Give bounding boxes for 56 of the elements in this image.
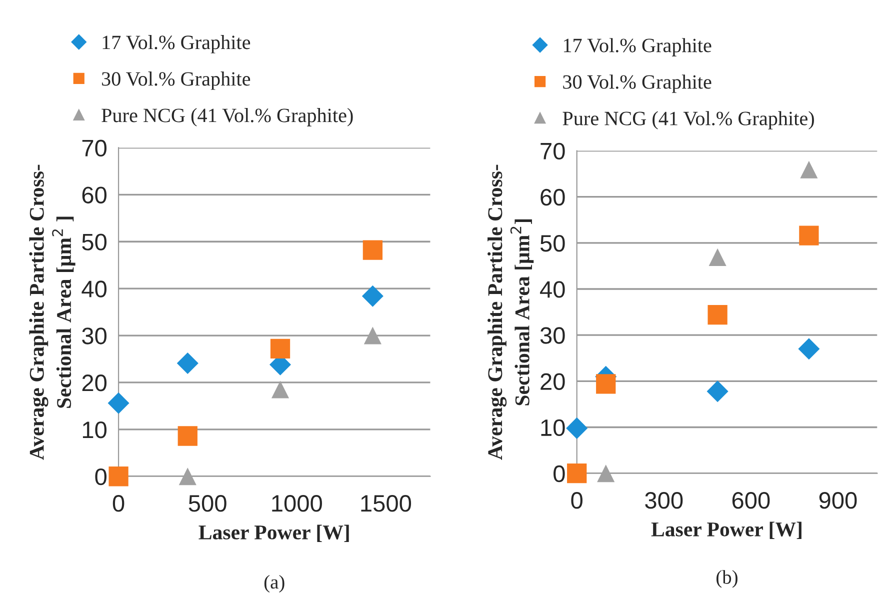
point: [364, 326, 382, 344]
legend-label: 30 Vol.% Graphite: [102, 72, 250, 90]
y-tick-label: 40: [540, 281, 565, 298]
point: [178, 468, 196, 486]
y-tick-label: 20: [540, 373, 565, 390]
point: [800, 160, 818, 178]
legend-label: 17 Vol.% Graphite: [102, 35, 250, 54]
y-tick-label: 60: [540, 188, 565, 206]
text: (b): [716, 570, 738, 588]
point: [799, 226, 819, 246]
x-tick-label: 900: [819, 492, 857, 509]
x-tick-label: 1500: [361, 495, 412, 512]
point: [178, 426, 198, 446]
y-tick-label: 10: [541, 419, 565, 436]
x-axis-title: Laser Power [W]: [651, 522, 802, 539]
legend-label: Pure NCG (41 Vol.% Graphite): [562, 111, 814, 130]
x-tick-label: 1000: [272, 495, 322, 512]
y-tick-label: 70: [82, 140, 106, 157]
point: [270, 338, 290, 358]
x-axis-title: Laser Power [W]: [198, 524, 349, 542]
point: [362, 285, 384, 307]
point: [108, 466, 128, 486]
point: [271, 380, 290, 398]
y-tick-label: 50: [82, 234, 106, 250]
y-tick-label: 70: [540, 142, 565, 160]
y-tick-label: 30: [82, 328, 106, 344]
legend-label: Pure NCG (41 Vol.% Graphite): [102, 108, 353, 126]
point: [798, 338, 820, 360]
legend-label: 30 Vol.% Graphite: [563, 74, 712, 93]
point: [597, 464, 615, 482]
y-tick-label: 30: [540, 327, 565, 344]
x-tick-label: 0: [571, 492, 582, 509]
point: [708, 248, 726, 266]
y-tick-label: 0: [554, 465, 565, 482]
x-tick-label: 300: [645, 492, 683, 509]
y-tick-label: 20: [82, 374, 106, 392]
x-tick-label: 500: [188, 495, 226, 512]
y-tick-label: 50: [540, 234, 565, 252]
y-axis-title: Average Graphite Particle Cross- Sectional Area [μm$^{2}$ ]: [29, 164, 76, 460]
point: [566, 417, 588, 439]
point: [176, 352, 198, 374]
y-tick-label: 60: [82, 186, 106, 204]
y-axis-title: Average Graphite Particle Cross- Sectional Area [μm$^{2}$]: [488, 164, 534, 460]
point: [362, 240, 383, 260]
point: [596, 374, 616, 394]
point: [108, 392, 130, 414]
text: (a): [264, 574, 284, 593]
point: [706, 380, 728, 402]
legend-label: 17 Vol.% Graphite: [564, 38, 712, 56]
x-tick-label: 600: [732, 492, 770, 509]
y-tick-label: 40: [82, 280, 106, 298]
x-tick-label: 0: [112, 495, 124, 512]
point: [567, 464, 587, 484]
y-tick-label: 0: [95, 468, 106, 486]
point: [708, 304, 728, 325]
y-tick-label: 10: [82, 421, 106, 438]
